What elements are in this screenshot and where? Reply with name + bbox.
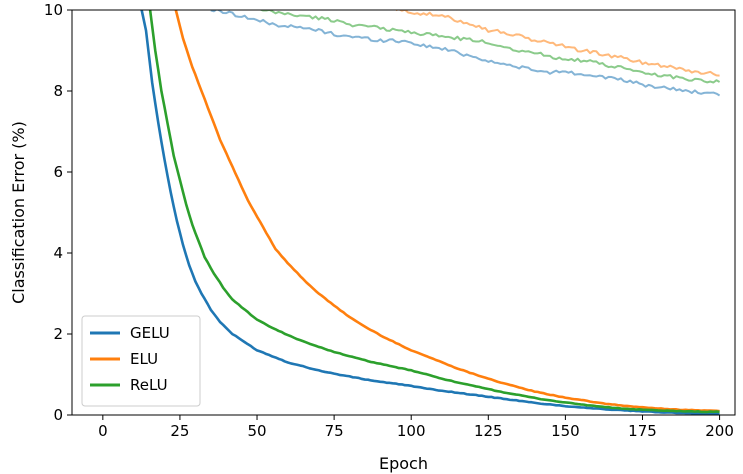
x-tick-label: 200 (705, 422, 734, 440)
x-axis-label: Epoch (379, 454, 428, 473)
series-line-gelu-test (210, 10, 721, 97)
series-line-elu-test (395, 10, 720, 77)
legend: GELU ELU ReLU (81, 315, 201, 407)
series-line-relu-test (257, 10, 721, 84)
y-tick-label: 2 (53, 325, 63, 343)
x-tick-label: 175 (628, 422, 657, 440)
y-tick-label: 4 (53, 244, 63, 262)
x-axis: 0 25 50 75 100 125 150 175 200 (98, 415, 734, 440)
y-axis-label: Classification Error (%) (9, 121, 28, 304)
x-tick-label: 150 (551, 422, 580, 440)
x-tick-label: 25 (170, 422, 189, 440)
plot-frame (71, 9, 736, 416)
series-line-elu-train (174, 10, 720, 413)
y-axis: 0 2 4 6 8 10 (44, 1, 72, 424)
x-tick-label: 0 (98, 422, 108, 440)
x-tick-label: 50 (247, 422, 266, 440)
y-tick-label: 6 (53, 163, 63, 181)
series-line-relu-train (148, 10, 720, 414)
legend-label-gelu: GELU (130, 324, 170, 342)
x-tick-label: 75 (325, 422, 344, 440)
legend-label-elu: ELU (130, 350, 158, 368)
series-layer (140, 10, 721, 415)
series-line-gelu-train (140, 10, 720, 415)
y-tick-label: 0 (53, 406, 63, 424)
y-tick-label: 10 (44, 1, 63, 19)
x-tick-label: 100 (397, 422, 426, 440)
y-tick-label: 8 (53, 82, 63, 100)
x-tick-label: 125 (474, 422, 503, 440)
legend-label-relu: ReLU (130, 376, 168, 394)
